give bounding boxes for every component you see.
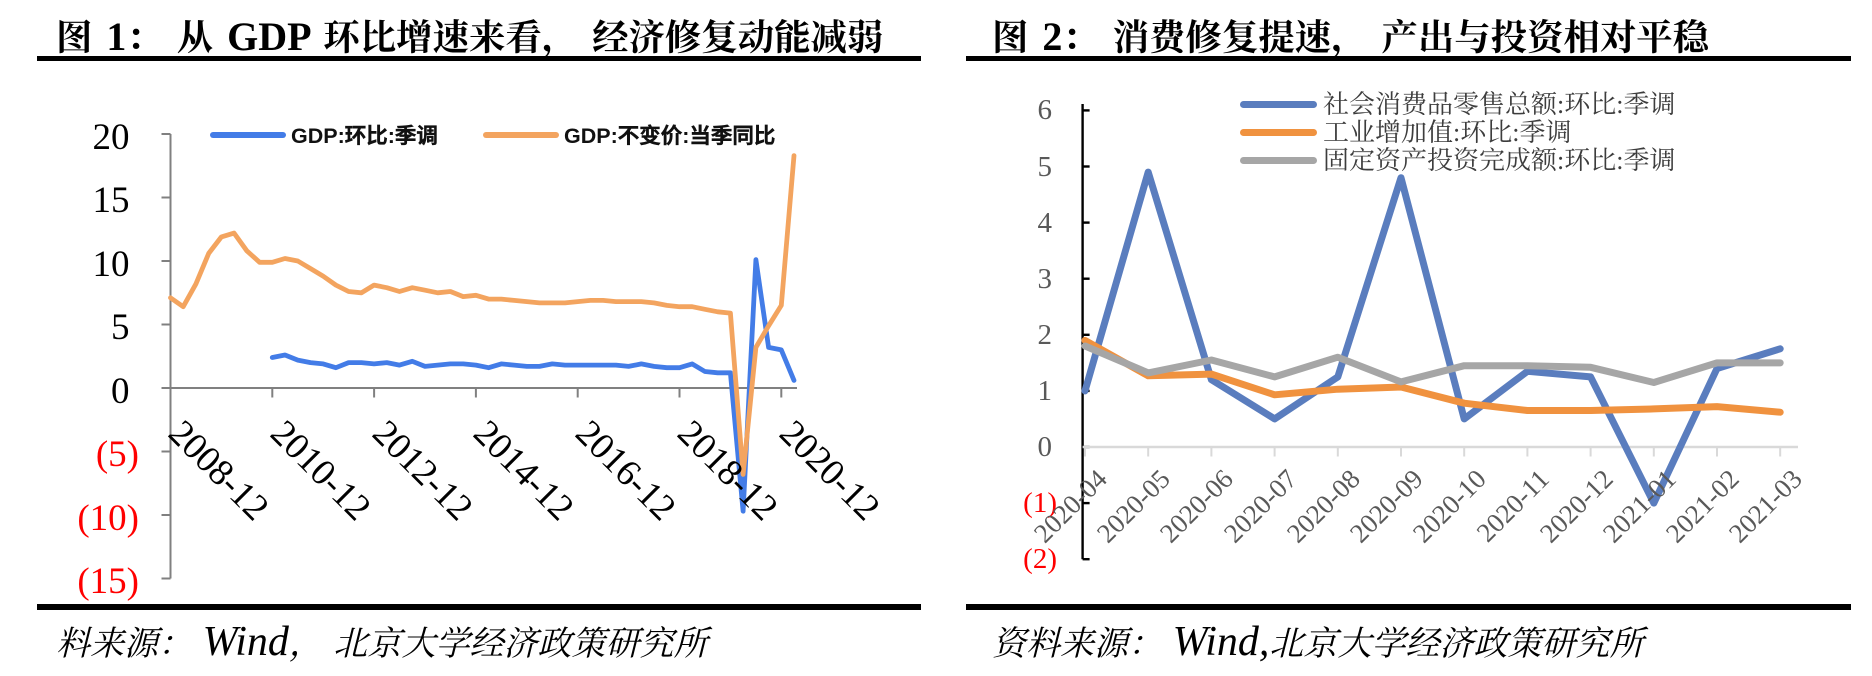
legend-label: 社会消费品零售总额:环比:季调 xyxy=(1323,90,1676,119)
y-tick-label: 5 xyxy=(111,307,130,348)
series-line-2 xyxy=(1081,336,1784,416)
figure-source: 资料来源： Wind,北京大学经济政策研究所 xyxy=(992,619,1644,665)
y-tick-label: 6 xyxy=(1037,94,1053,127)
series-line-2 xyxy=(168,153,797,477)
title-rule xyxy=(966,56,1851,61)
y-tick-label: 1 xyxy=(1037,374,1053,407)
figure-panel-gdp: 图 1： 从 GDP 环比增速来看， 经济修复动能减弱 20 15 10 5 0 (5) (… xyxy=(37,0,921,676)
figure-source: 料来源： Wind， 北京大学经济政策研究所 xyxy=(56,619,708,665)
figure-panel-monthly: 图 2： 消费修复提速， 产出与投资相对平稳 6 5 4 3 2 1 0 (1) (2) 2020… xyxy=(966,0,1851,676)
legend-swatch-line xyxy=(210,131,286,139)
legend-swatch-line xyxy=(1240,128,1317,136)
series-line-3 xyxy=(1081,342,1784,386)
legend-label: GDP:不变价:当季同比 xyxy=(564,124,776,148)
y-tick-label: (5) xyxy=(95,434,139,475)
figure-title: 图 1： 从 GDP 环比增速来看， 经济修复动能减弱 xyxy=(56,14,884,59)
series-line-1 xyxy=(1081,168,1784,507)
y-tick-label: 20 xyxy=(92,116,130,158)
legend-swatch-line xyxy=(1240,156,1317,164)
chart-canvas xyxy=(161,133,797,580)
y-tick-label: 10 xyxy=(92,243,130,285)
legend-swatch-line xyxy=(483,131,559,139)
y-tick-label: 5 xyxy=(1037,150,1053,183)
figure-title: 图 2： 消费修复提速， 产出与投资相对平稳 xyxy=(992,14,1710,59)
y-tick-label: 4 xyxy=(1037,206,1053,239)
legend-label: GDP:环比:季调 xyxy=(291,124,438,148)
y-tick-label: (15) xyxy=(77,561,139,602)
y-tick-label: 3 xyxy=(1037,262,1053,295)
y-tick-label: 0 xyxy=(1037,431,1053,463)
chart-canvas xyxy=(1081,104,1798,561)
y-tick-label: 15 xyxy=(92,180,130,221)
legend-label: 工业增加值:环比:季调 xyxy=(1323,118,1572,147)
bottom-rule xyxy=(37,604,921,610)
y-tick-label: (10) xyxy=(77,497,139,539)
y-tick-label: 0 xyxy=(111,370,130,412)
title-rule xyxy=(37,56,921,61)
y-tick-label: (1) xyxy=(1023,487,1057,520)
y-tick-label: (2) xyxy=(1023,543,1057,576)
y-tick-label: 2 xyxy=(1037,318,1053,351)
legend-swatch-line xyxy=(1240,100,1317,108)
series-line-1 xyxy=(269,257,797,514)
bottom-rule xyxy=(966,604,1851,610)
legend-label: 固定资产投资完成额:环比:季调 xyxy=(1323,146,1676,175)
